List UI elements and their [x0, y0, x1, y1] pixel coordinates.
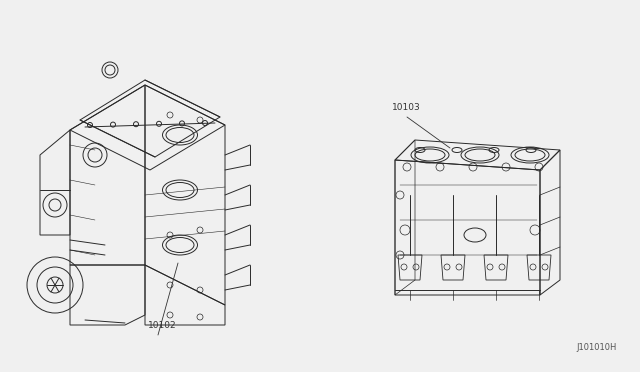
Text: 10102: 10102 [148, 321, 177, 330]
Text: 10103: 10103 [392, 103, 420, 112]
Text: J101010H: J101010H [577, 343, 617, 352]
